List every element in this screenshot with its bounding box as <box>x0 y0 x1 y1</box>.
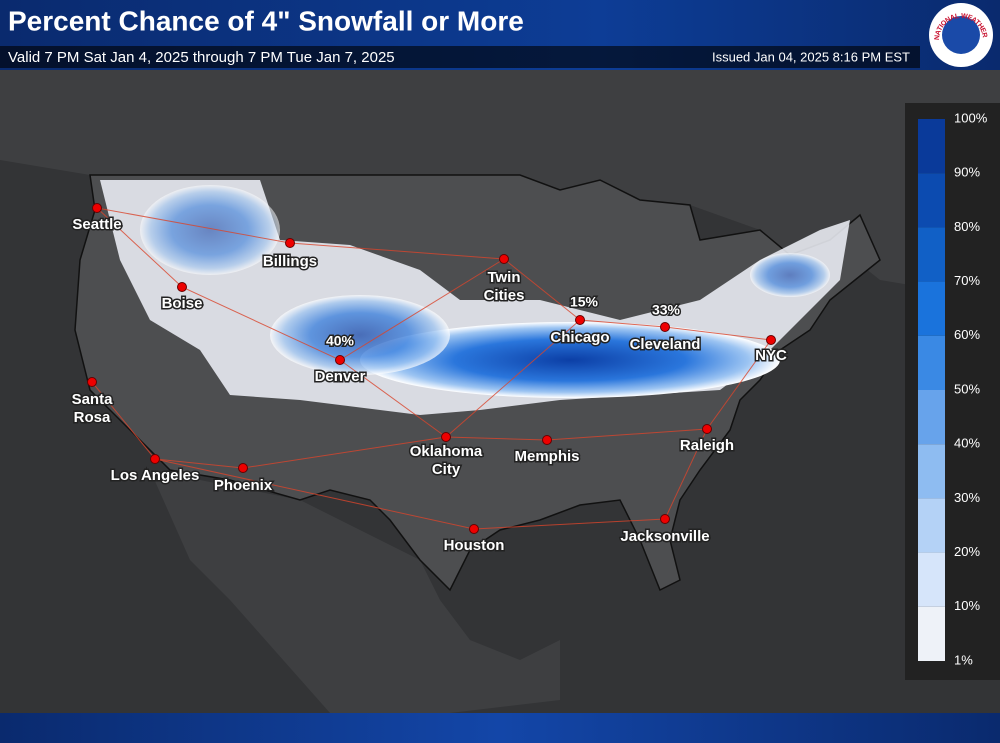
city-dot <box>177 282 187 292</box>
city-label: Jacksonville <box>620 528 709 545</box>
city-label: NYC <box>755 347 787 364</box>
city-label: Cities <box>484 287 525 304</box>
city-dot <box>660 322 670 332</box>
city-label: Rosa <box>74 409 111 426</box>
city-dot <box>702 424 712 434</box>
city-label: Memphis <box>514 448 579 465</box>
city-dot <box>469 524 479 534</box>
footer <box>0 713 1000 743</box>
percent-annotation: 40% <box>326 333 355 349</box>
legend-swatch <box>918 335 945 390</box>
title: Percent Chance of 4" Snowfall or More <box>8 5 524 36</box>
city-dot <box>285 238 295 248</box>
city-label: Twin <box>487 269 520 286</box>
city-dot <box>575 315 585 325</box>
city-label: Los Angeles <box>111 467 200 484</box>
logo-inner <box>942 16 980 54</box>
city-dot <box>660 514 670 524</box>
legend-swatch <box>918 119 945 174</box>
snow-band-northeast <box>750 253 830 297</box>
legend-swatch <box>918 444 945 499</box>
city-label: Santa <box>72 391 114 408</box>
legend-label: 60% <box>954 327 980 342</box>
legend-label: 50% <box>954 381 980 396</box>
city-dot <box>92 203 102 213</box>
legend-label: 70% <box>954 273 980 288</box>
canada <box>0 70 1000 300</box>
roads <box>91 207 772 530</box>
legend-swatch <box>918 498 945 553</box>
city-label: Denver <box>315 368 366 385</box>
legend-label: 100% <box>954 110 988 125</box>
percent-annotation: 15% <box>570 294 599 310</box>
city-label: Oklahoma <box>410 443 483 460</box>
city-dot <box>766 335 776 345</box>
legend-label: 90% <box>954 165 980 180</box>
city-dot <box>542 435 552 445</box>
legend-swatch <box>918 390 945 445</box>
issued-time: Issued Jan 04, 2025 8:16 PM EST <box>712 49 910 64</box>
legend: 100% 90% 80% 70% 60% 50% 40% 30% 20% 10% 1% <box>918 110 988 667</box>
city-dot <box>238 463 248 473</box>
city-label: Billings <box>263 253 317 270</box>
mexico <box>150 470 560 713</box>
city-label: Chicago <box>550 329 609 346</box>
city-label: City <box>432 461 461 478</box>
legend-label: 30% <box>954 490 980 505</box>
legend-label: 1% <box>954 652 973 667</box>
legend-label: 20% <box>954 544 980 559</box>
legend-label: 40% <box>954 436 980 451</box>
snow-band-northwest <box>140 185 280 275</box>
legend-swatch <box>918 173 945 228</box>
snow-band-core <box>360 322 780 398</box>
legend-swatch <box>918 552 945 607</box>
city-label: Raleigh <box>680 437 734 454</box>
legend-swatch <box>918 606 945 661</box>
city-dot <box>150 454 160 464</box>
city-dot <box>87 377 97 387</box>
city-dot <box>499 254 509 264</box>
city-label: Cleveland <box>630 336 701 353</box>
snow-band-west <box>270 295 450 375</box>
city-label: Houston <box>444 537 505 554</box>
city-dot <box>335 355 345 365</box>
city-label: Phoenix <box>214 477 273 494</box>
legend-swatch <box>918 281 945 336</box>
city-label: Boise <box>162 295 203 312</box>
subheader <box>0 46 920 68</box>
legend-label: 10% <box>954 598 980 613</box>
city-dot <box>441 432 451 442</box>
legend-label: 80% <box>954 219 980 234</box>
city-label: Seattle <box>72 216 121 233</box>
legend-swatch <box>918 227 945 282</box>
valid-period: Valid 7 PM Sat Jan 4, 2025 through 7 PM … <box>8 49 395 66</box>
percent-annotation: 33% <box>652 302 681 318</box>
